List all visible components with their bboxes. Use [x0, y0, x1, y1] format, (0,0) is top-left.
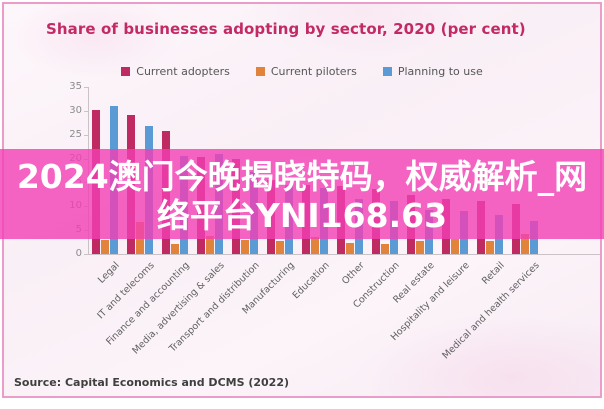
bar-current-piloters: [486, 241, 494, 254]
legend-item: Current piloters: [255, 65, 357, 78]
overlay-banner-text-line1: 2024澳门今晚揭晓特码，权威解析_网: [16, 157, 588, 196]
bar-current-piloters: [241, 240, 249, 254]
y-tick: [84, 110, 88, 112]
legend-swatch-icon: [121, 67, 131, 76]
promo-image: { "page": { "source_note": "Source: Capi…: [0, 0, 604, 400]
y-tick-label: 35: [69, 81, 82, 92]
legend-item: Current adopters: [121, 65, 230, 78]
bar-current-piloters: [381, 244, 389, 254]
x-axis-line: [88, 254, 600, 255]
bar-current-piloters: [171, 244, 179, 254]
y-tick: [84, 134, 88, 136]
overlay-banner: 2024澳门今晚揭晓特码，权威解析_网 络平台YNI168.63: [0, 149, 604, 239]
chart-title: Share of businesses adopting by sector, …: [46, 20, 526, 38]
source-note: Source: Capital Economics and DCMS (2022…: [14, 376, 290, 389]
legend-label: Planning to use: [397, 65, 483, 78]
bar-current-piloters: [206, 236, 214, 254]
y-tick-label: 30: [69, 104, 82, 116]
legend-swatch-icon: [255, 67, 265, 76]
overlay-banner-text-line2: 络平台YNI168.63: [156, 196, 448, 235]
chart-legend: Current adopters Current piloters Planning…: [4, 65, 600, 78]
bar-current-piloters: [101, 240, 109, 254]
y-tick-label: 0: [75, 248, 82, 259]
legend-swatch-icon: [382, 67, 392, 76]
bar-current-piloters: [311, 237, 319, 254]
bar-current-piloters: [346, 243, 354, 254]
legend-label: Current piloters: [270, 65, 357, 78]
legend-item: Planning to use: [382, 65, 483, 78]
bar-current-piloters: [276, 241, 284, 254]
legend-label: Current adopters: [136, 65, 230, 78]
y-tick-label: 25: [69, 128, 82, 140]
bar-current-piloters: [521, 234, 529, 254]
y-tick: [84, 254, 88, 255]
bar-current-piloters: [451, 239, 459, 254]
y-tick: [84, 87, 88, 88]
bar-current-piloters: [416, 241, 424, 254]
